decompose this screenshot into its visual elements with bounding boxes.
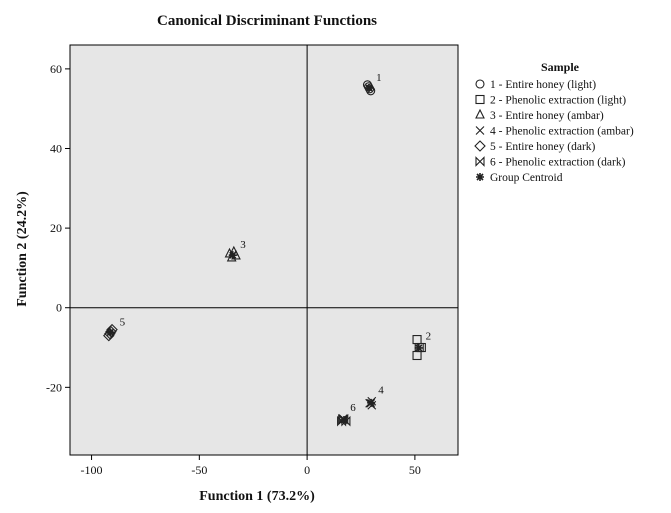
x-tick-label: 0	[304, 463, 310, 477]
legend-label: 2 - Phenolic extraction (light)	[490, 95, 626, 107]
cluster-label: 3	[240, 239, 246, 251]
legend-label: 1 - Entire honey (light)	[490, 79, 596, 91]
x-tick-label: 50	[409, 463, 421, 477]
x-tick-label: -50	[191, 463, 207, 477]
cluster-label: 4	[378, 384, 384, 396]
centroid-point	[367, 398, 376, 407]
legend-item: 5 - Entire honey (dark)	[474, 140, 596, 153]
legend-marker	[475, 108, 485, 119]
legend-label: 4 - Phenolic extraction (ambar)	[490, 126, 634, 138]
centroid-point	[106, 328, 115, 337]
legend-label: 3 - Entire honey (ambar)	[490, 110, 604, 122]
cluster-labels: 1 2 3 4 5 6	[120, 72, 432, 414]
y-axis-ticks: -20 0 20 40 60	[46, 62, 70, 394]
y-tick-label: 40	[50, 141, 62, 155]
chart-title: Canonical Discriminant Functions	[157, 13, 377, 29]
legend-marker	[474, 140, 486, 152]
cluster-label: 5	[120, 317, 126, 329]
legend-title: Sample	[541, 60, 580, 74]
legend: Sample 1 - Entire honey (light) 2 - Pheno…	[474, 60, 634, 184]
y-axis-label: Function 2 (24.2%)	[15, 191, 30, 307]
data-points	[103, 80, 426, 427]
cluster-label: 2	[426, 331, 432, 343]
y-tick-label: 60	[50, 62, 62, 76]
legend-marker	[476, 173, 484, 181]
cluster-label: 1	[376, 72, 382, 84]
y-tick-label: 20	[50, 221, 62, 235]
legend-item: 1 - Entire honey (light)	[475, 79, 596, 91]
centroid-point	[228, 251, 237, 260]
y-tick-label: -20	[46, 380, 62, 394]
legend-item: 3 - Entire honey (ambar)	[475, 108, 604, 122]
legend-item: 6 - Phenolic extraction (dark)	[475, 156, 626, 169]
plot-background	[69, 44, 459, 456]
legend-marker	[475, 79, 485, 89]
y-tick-label: 0	[56, 301, 62, 315]
centroid-point	[414, 343, 423, 352]
legend-label: 6 - Phenolic extraction (dark)	[490, 157, 626, 169]
legend-label: 5 - Entire honey (dark)	[490, 141, 596, 153]
legend-items: 1 - Entire honey (light) 2 - Phenolic ext…	[474, 79, 634, 184]
plot-area	[69, 44, 459, 456]
x-tick-label: -100	[81, 463, 103, 477]
legend-marker	[475, 126, 485, 135]
centroid-point	[339, 415, 348, 424]
legend-item: Group Centroid	[476, 172, 563, 184]
x-axis-label: Function 1 (73.2%)	[199, 489, 315, 504]
legend-marker	[475, 94, 485, 105]
centroid-point	[364, 83, 373, 92]
legend-item: 2 - Phenolic extraction (light)	[475, 94, 626, 107]
legend-item: 4 - Phenolic extraction (ambar)	[475, 126, 634, 138]
cluster-label: 6	[350, 402, 356, 414]
legend-label: Group Centroid	[490, 172, 563, 184]
legend-marker	[475, 156, 485, 167]
x-axis-ticks: -100 -50 0 50	[81, 455, 421, 477]
series-7	[106, 83, 423, 424]
